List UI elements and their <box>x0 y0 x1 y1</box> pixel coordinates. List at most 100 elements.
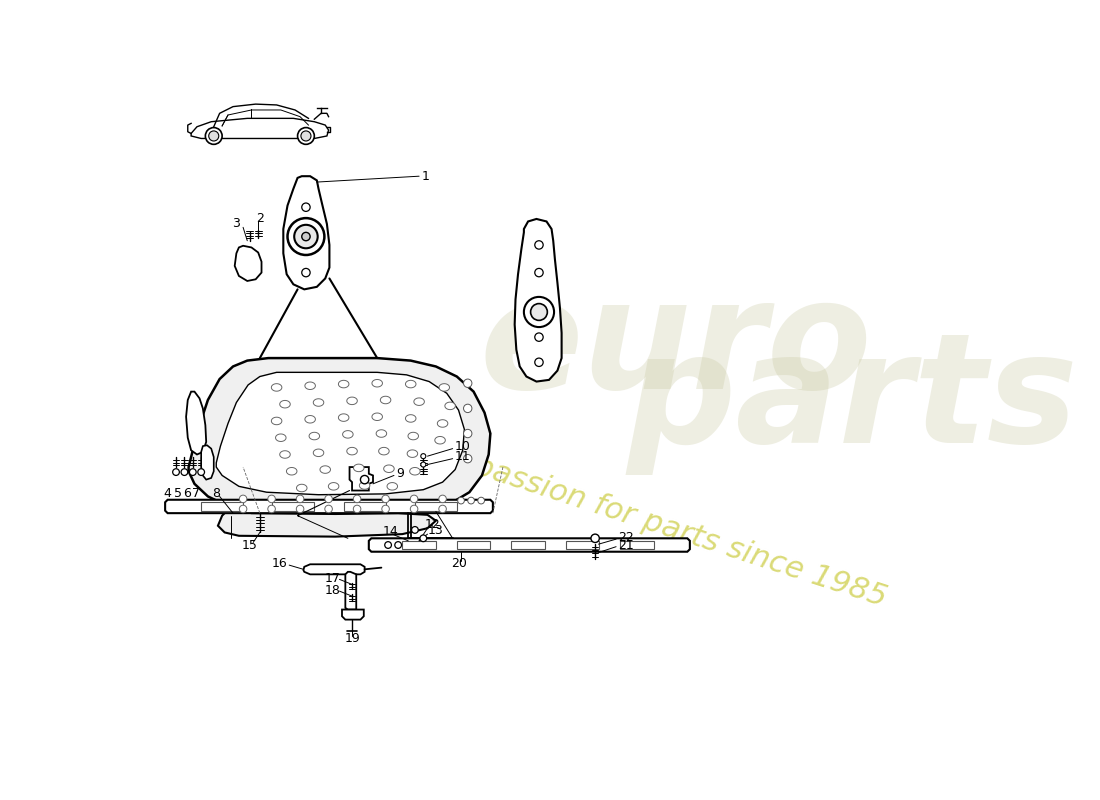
Text: a passion for parts since 1985: a passion for parts since 1985 <box>442 442 890 613</box>
Polygon shape <box>272 417 282 425</box>
Circle shape <box>301 268 310 277</box>
Polygon shape <box>297 484 307 492</box>
Text: 2: 2 <box>256 212 264 225</box>
Circle shape <box>535 268 543 277</box>
Circle shape <box>382 505 389 513</box>
Text: 5: 5 <box>174 487 182 500</box>
Polygon shape <box>339 380 349 388</box>
Circle shape <box>468 498 474 504</box>
Text: 21: 21 <box>618 538 635 551</box>
Polygon shape <box>342 610 364 620</box>
Text: 11: 11 <box>455 450 471 463</box>
Circle shape <box>267 505 275 513</box>
Polygon shape <box>201 446 213 480</box>
Polygon shape <box>381 396 390 404</box>
Polygon shape <box>304 564 364 574</box>
Text: parts: parts <box>627 326 1079 474</box>
Circle shape <box>209 131 219 141</box>
Bar <box>273 502 315 510</box>
Circle shape <box>524 297 554 327</box>
Circle shape <box>535 358 543 366</box>
Circle shape <box>301 232 310 241</box>
Bar <box>201 502 243 510</box>
Polygon shape <box>342 430 353 438</box>
Polygon shape <box>305 415 316 423</box>
Circle shape <box>463 454 472 463</box>
Polygon shape <box>444 402 455 410</box>
Circle shape <box>535 333 543 342</box>
Circle shape <box>353 505 361 513</box>
Text: 14: 14 <box>382 525 398 538</box>
Circle shape <box>591 534 600 542</box>
Polygon shape <box>165 500 493 513</box>
Polygon shape <box>438 420 448 427</box>
Text: euro: euro <box>480 272 872 421</box>
Text: 20: 20 <box>451 557 468 570</box>
Text: 1: 1 <box>421 170 429 182</box>
Polygon shape <box>314 398 323 406</box>
Circle shape <box>301 203 310 211</box>
Bar <box>620 541 653 550</box>
Text: 3: 3 <box>232 218 240 230</box>
Text: 13: 13 <box>428 524 443 538</box>
Polygon shape <box>346 397 358 405</box>
Polygon shape <box>217 372 464 494</box>
Polygon shape <box>360 482 370 490</box>
Text: 9: 9 <box>396 467 405 480</box>
Circle shape <box>182 469 188 475</box>
Text: 4: 4 <box>164 487 172 500</box>
Text: 17: 17 <box>324 572 341 585</box>
Circle shape <box>240 505 246 513</box>
Circle shape <box>439 495 447 502</box>
Polygon shape <box>234 246 262 281</box>
Polygon shape <box>272 384 282 391</box>
Circle shape <box>530 304 548 320</box>
Bar <box>343 502 386 510</box>
Text: 12: 12 <box>425 518 441 531</box>
Text: 6: 6 <box>183 487 191 500</box>
Polygon shape <box>275 434 286 442</box>
Circle shape <box>324 505 332 513</box>
Circle shape <box>189 469 196 475</box>
Polygon shape <box>408 432 418 440</box>
Text: 15: 15 <box>242 538 257 551</box>
Circle shape <box>298 127 315 144</box>
Polygon shape <box>188 358 491 516</box>
Polygon shape <box>387 482 397 490</box>
Polygon shape <box>314 449 323 457</box>
Polygon shape <box>320 466 330 474</box>
Text: 19: 19 <box>344 632 360 646</box>
Text: 22: 22 <box>618 531 635 544</box>
Polygon shape <box>378 447 389 455</box>
Polygon shape <box>345 572 356 610</box>
Polygon shape <box>384 465 394 473</box>
Polygon shape <box>414 398 425 406</box>
Polygon shape <box>305 382 316 390</box>
Polygon shape <box>409 467 420 475</box>
Bar <box>456 541 491 550</box>
Circle shape <box>411 526 418 534</box>
Polygon shape <box>372 413 383 421</box>
Polygon shape <box>350 467 373 490</box>
Polygon shape <box>284 176 329 290</box>
Circle shape <box>206 127 222 144</box>
Polygon shape <box>406 380 416 388</box>
Polygon shape <box>191 118 329 138</box>
Bar <box>512 541 544 550</box>
Polygon shape <box>279 401 290 408</box>
Circle shape <box>395 542 402 548</box>
Circle shape <box>173 469 179 475</box>
Circle shape <box>296 495 304 502</box>
Circle shape <box>294 225 318 248</box>
Polygon shape <box>515 219 562 382</box>
Circle shape <box>421 462 426 467</box>
Text: 16: 16 <box>272 557 287 570</box>
Circle shape <box>477 498 484 504</box>
Circle shape <box>240 495 246 502</box>
Circle shape <box>458 498 464 504</box>
Circle shape <box>353 495 361 502</box>
Polygon shape <box>339 414 349 422</box>
Circle shape <box>463 404 472 413</box>
Circle shape <box>535 241 543 249</box>
Polygon shape <box>439 384 450 391</box>
